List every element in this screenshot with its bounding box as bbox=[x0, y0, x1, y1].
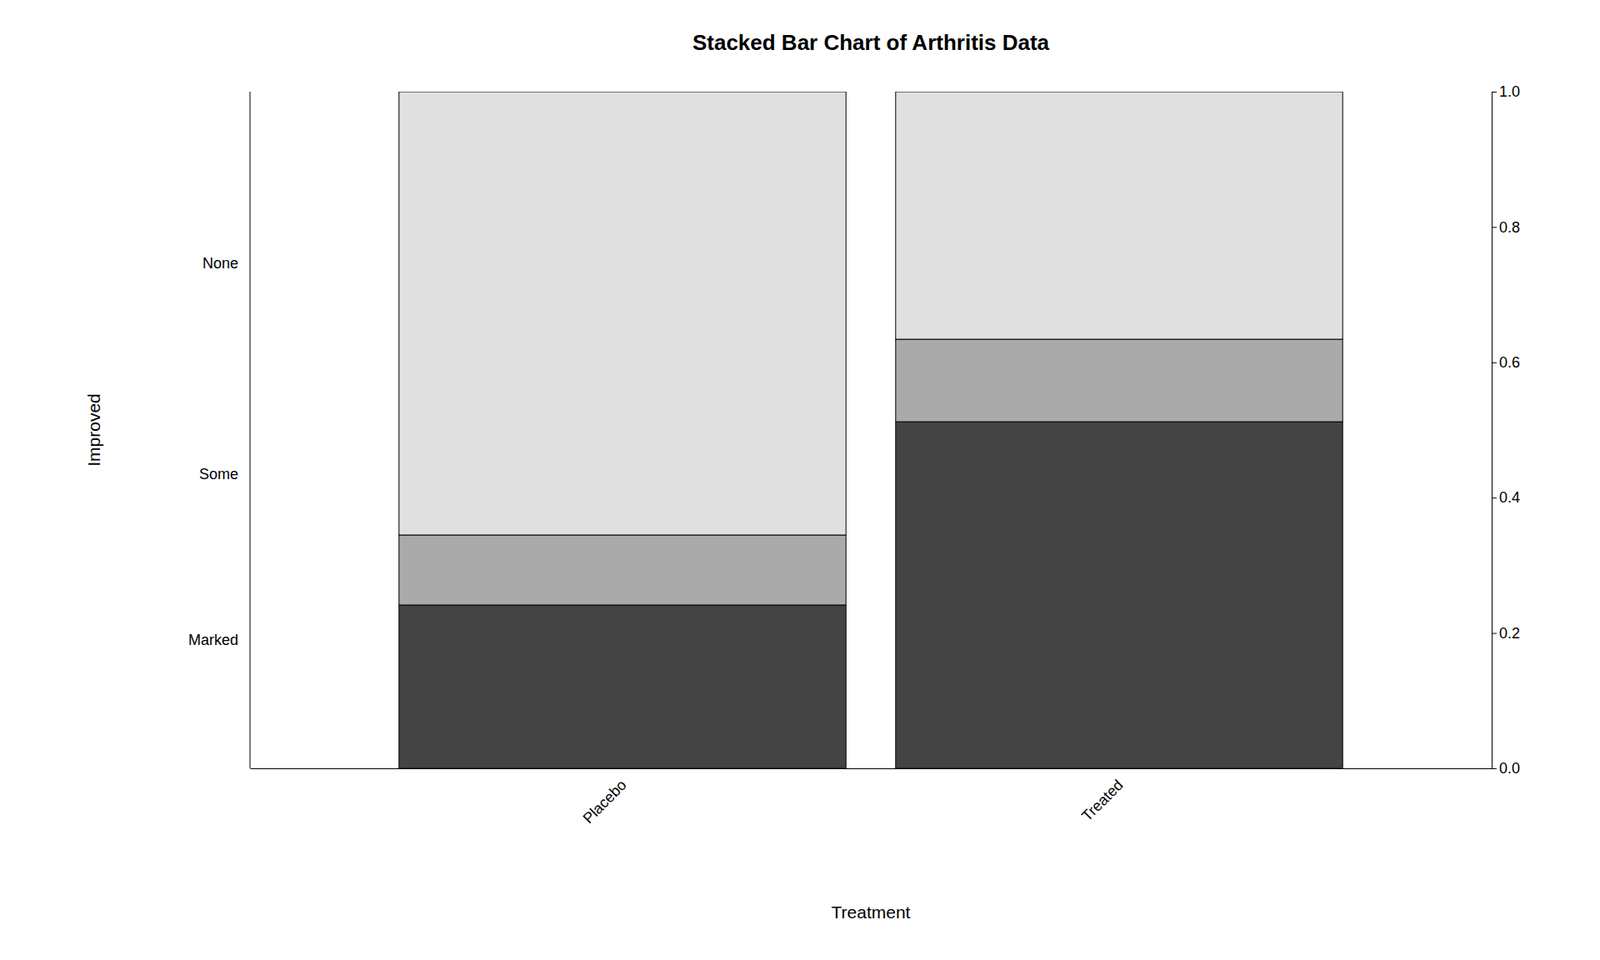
y-tick: 0.0 bbox=[1491, 760, 1520, 777]
left-spine bbox=[250, 91, 251, 769]
y-tick: 0.8 bbox=[1491, 219, 1520, 236]
bar bbox=[895, 421, 1343, 769]
y-axis-title: Improved bbox=[84, 393, 104, 467]
y-tick-label: 1.0 bbox=[1499, 83, 1520, 100]
bar bbox=[895, 339, 1343, 422]
x-tick-label: Placebo bbox=[580, 776, 630, 827]
plot: Marked Some None Placebo Treated 0.0 0.2 0.4 0.6… bbox=[84, 83, 1520, 922]
y-tick-label: 0.6 bbox=[1499, 354, 1520, 371]
y-tick-mark bbox=[1491, 768, 1497, 770]
x-axis-line bbox=[250, 768, 1493, 770]
segment-label: None bbox=[202, 255, 239, 272]
bar bbox=[895, 91, 1343, 340]
y-tick: 0.6 bbox=[1491, 354, 1520, 371]
y-tick: 0.2 bbox=[1491, 625, 1520, 642]
bar bbox=[399, 605, 846, 769]
bar bbox=[399, 535, 846, 605]
y-tick-mark bbox=[1491, 362, 1497, 364]
y-tick: 1.0 bbox=[1491, 83, 1520, 100]
segment-label: Some bbox=[199, 465, 239, 483]
y-axis-line bbox=[1492, 92, 1498, 770]
bar bbox=[399, 91, 846, 535]
x-axis-title: Treatment bbox=[831, 902, 911, 922]
y-tick-mark bbox=[1491, 497, 1497, 499]
y-tick-label: 0.4 bbox=[1499, 489, 1520, 506]
x-tick-label: Treated bbox=[1078, 776, 1127, 825]
y-tick-mark bbox=[1491, 226, 1497, 228]
chart-container: Marked Some None Placebo Treated 0.0 0.2 0.4 0.6… bbox=[0, 0, 1600, 960]
segment-label: Marked bbox=[188, 631, 239, 649]
y-axis: 0.0 0.2 0.4 0.6 0.8 1.0 bbox=[1491, 83, 1520, 777]
x-tick: Placebo bbox=[580, 776, 630, 827]
segment-labels: Marked Some None bbox=[188, 255, 239, 649]
x-tick: Treated bbox=[1078, 776, 1127, 825]
bar-series bbox=[399, 91, 1343, 535]
y-tick-label: 0.2 bbox=[1499, 625, 1520, 642]
y-tick-mark bbox=[1491, 91, 1497, 93]
y-tick-label: 0.8 bbox=[1499, 219, 1520, 236]
title: Stacked Bar Chart of Arthritis Data bbox=[692, 30, 1050, 55]
chart: Marked Some None Placebo Treated 0.0 0.2 0.4 0.6… bbox=[0, 0, 1600, 960]
y-tick: 0.4 bbox=[1491, 489, 1520, 506]
y-tick-label: 0.0 bbox=[1499, 760, 1520, 777]
x-axis: Placebo Treated bbox=[250, 769, 1493, 828]
bars bbox=[399, 91, 1343, 769]
y-tick-mark bbox=[1491, 633, 1497, 635]
